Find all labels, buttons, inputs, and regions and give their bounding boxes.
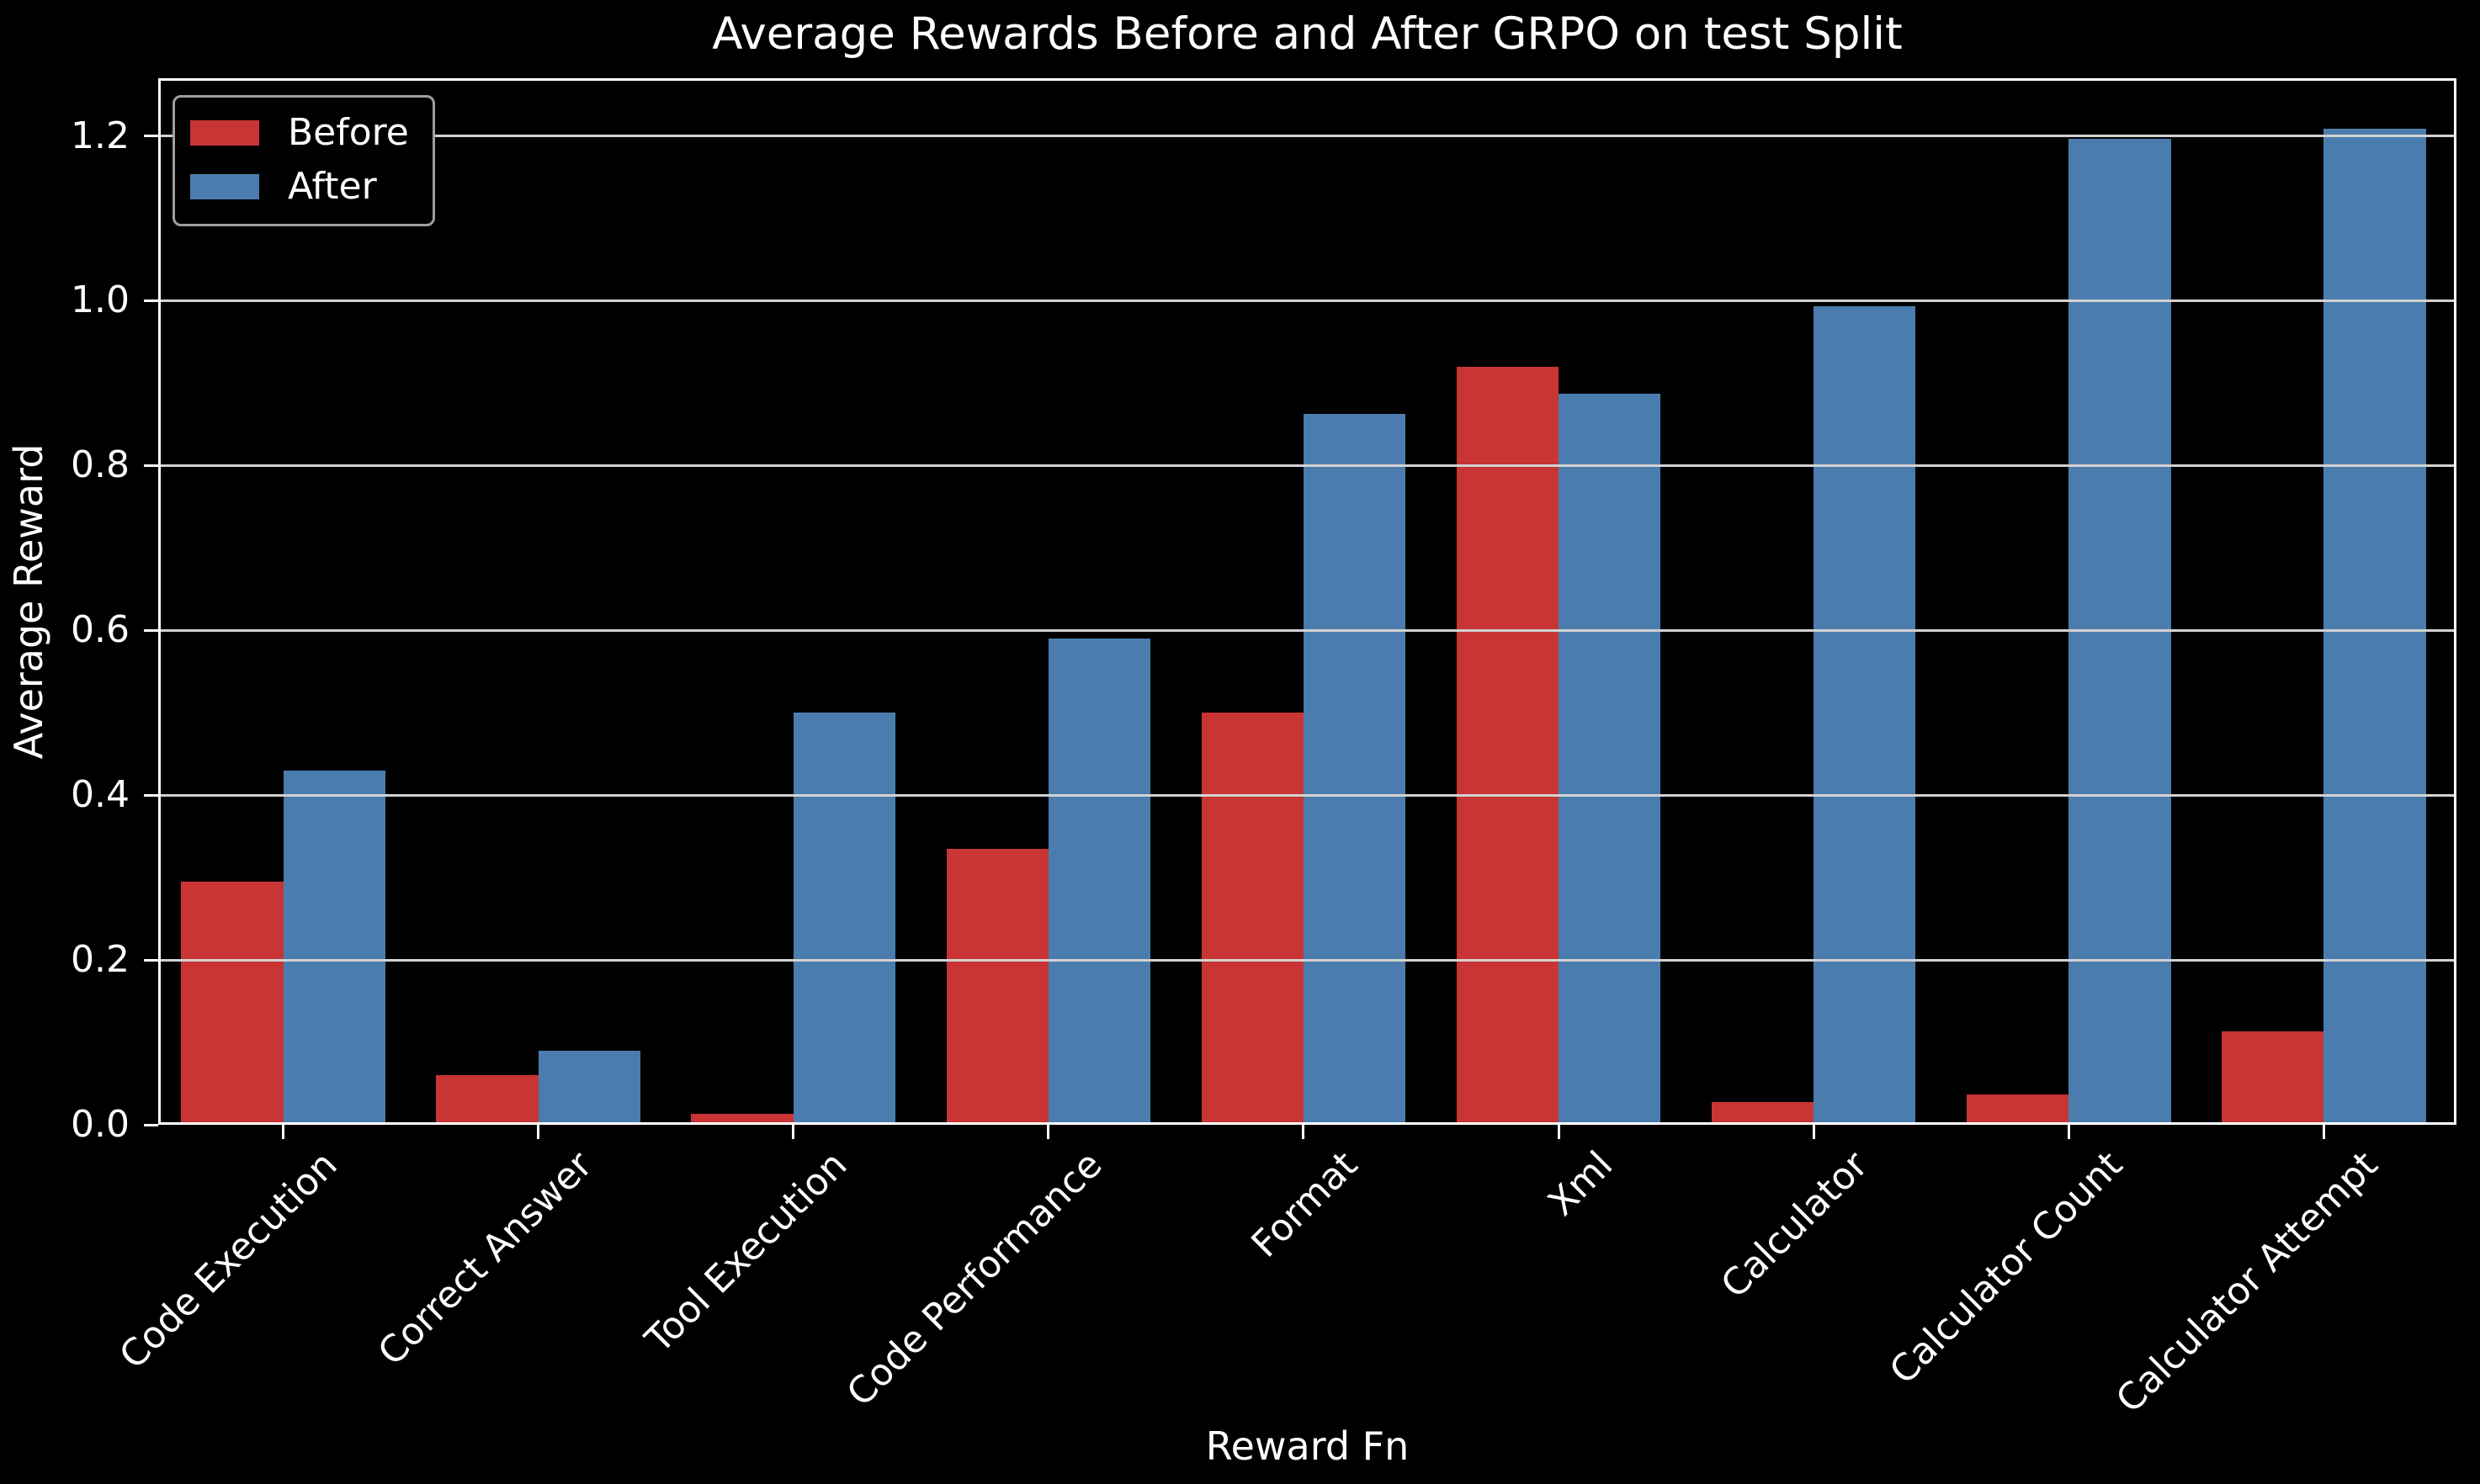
x-tick-label: Tool Execution — [637, 1143, 856, 1362]
x-tick — [1557, 1125, 1560, 1139]
bar-before-format — [1201, 713, 1304, 1125]
bar-before-code-execution — [181, 882, 284, 1125]
y-tick-label: 0.2 — [71, 938, 130, 982]
gridline — [158, 958, 2456, 962]
legend: Before After — [173, 95, 435, 226]
gridline — [158, 299, 2456, 302]
x-tick — [2067, 1125, 2070, 1139]
bar-before-correct-answer — [436, 1075, 539, 1125]
y-axis-label: Average Reward — [6, 443, 51, 760]
x-tick — [1047, 1125, 1050, 1139]
x-tick-label: Format — [1243, 1143, 1367, 1266]
y-tick-label: 0.0 — [71, 1103, 130, 1146]
legend-label: Before — [288, 111, 409, 154]
y-tick — [144, 793, 158, 797]
y-tick-label: 0.8 — [71, 443, 130, 487]
bar-before-code-performance — [946, 848, 1049, 1125]
bar-after-xml — [1559, 394, 1661, 1125]
bar-after-correct-answer — [538, 1050, 640, 1125]
legend-entry-after: After — [190, 160, 409, 214]
x-tick-label: Calculator — [1713, 1143, 1877, 1307]
x-tick-label: Xml — [1539, 1143, 1622, 1225]
legend-swatch-before — [190, 120, 259, 146]
gridline — [158, 135, 2456, 138]
y-tick-label: 1.0 — [71, 278, 130, 322]
legend-entry-before: Before — [190, 106, 409, 160]
y-tick — [144, 464, 158, 467]
y-tick — [144, 299, 158, 302]
bar-before-xml — [1456, 366, 1559, 1125]
bar-before-calculator — [1711, 1101, 1814, 1125]
bar-before-calculator-attempt — [2222, 1031, 2324, 1125]
y-tick — [144, 1123, 158, 1126]
gridline — [158, 793, 2456, 797]
x-axis-label: Reward Fn — [1205, 1423, 1410, 1469]
x-tick — [1812, 1125, 1815, 1139]
x-tick-label: Code Performance — [839, 1143, 1111, 1415]
gridline — [158, 628, 2456, 632]
y-tick — [144, 628, 158, 632]
y-tick-label: 0.4 — [71, 773, 130, 817]
bar-after-calculator — [1814, 306, 1916, 1125]
x-tick — [537, 1125, 540, 1139]
bar-after-tool-execution — [793, 713, 895, 1125]
x-tick — [282, 1125, 285, 1139]
y-tick — [144, 958, 158, 962]
x-tick-label: Code Execution — [111, 1143, 346, 1378]
bar-after-format — [1303, 413, 1406, 1125]
y-tick-label: 0.6 — [71, 608, 130, 652]
x-tick-label: Correct Answer — [369, 1143, 601, 1375]
bar-before-calculator-count — [1967, 1094, 2069, 1125]
y-tick-label: 1.2 — [71, 114, 130, 157]
bar-after-calculator-attempt — [2323, 128, 2426, 1125]
legend-swatch-after — [190, 174, 259, 199]
x-tick-label: Calculator Attempt — [2107, 1143, 2387, 1422]
legend-label: After — [288, 165, 377, 208]
bar-after-code-performance — [1048, 639, 1151, 1125]
gridline — [158, 464, 2456, 467]
plot-area: Before After — [158, 78, 2456, 1125]
x-tick — [792, 1125, 795, 1139]
x-tick — [1302, 1125, 1305, 1139]
y-tick — [144, 135, 158, 138]
x-tick-label: Calculator Count — [1881, 1143, 2132, 1393]
x-tick — [2322, 1125, 2325, 1139]
bar-after-code-execution — [283, 770, 385, 1125]
chart-title: Average Rewards Before and After GRPO on… — [712, 8, 1903, 60]
bar-before-tool-execution — [691, 1114, 794, 1125]
